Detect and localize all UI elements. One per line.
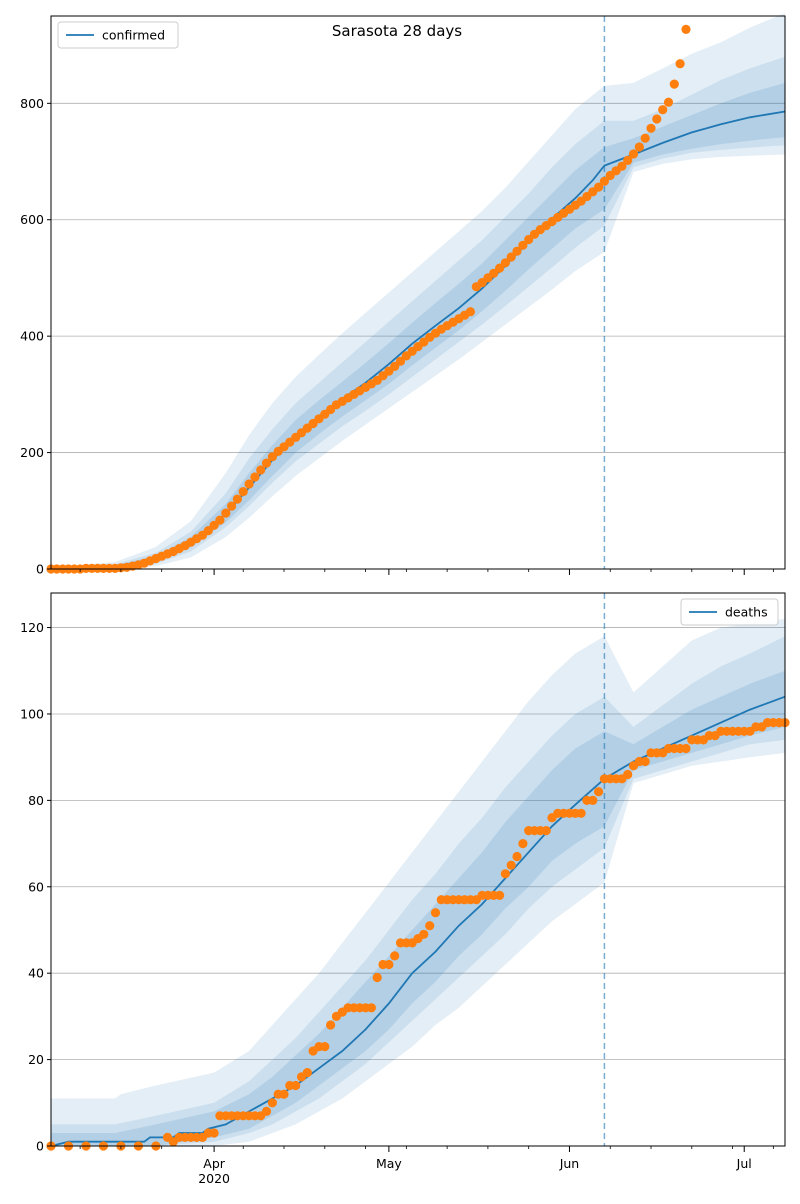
uncertainty-band-2: [51, 636, 785, 1146]
observed-point: [250, 472, 260, 482]
observed-point: [500, 258, 510, 268]
observed-point: [506, 252, 516, 262]
y-tick-label: 200: [20, 445, 44, 460]
observed-point: [238, 487, 248, 497]
observed-point: [326, 1020, 336, 1030]
observed-point: [261, 1106, 272, 1116]
observed-point: [512, 246, 522, 256]
uncertainty-band-3: [51, 82, 785, 570]
confirmed-panel: 0 200 400 600 800 confirmed: [20, 13, 786, 577]
observed-point: [489, 268, 499, 278]
observed-point: [390, 951, 400, 961]
y-tick-label: 100: [20, 706, 44, 721]
legend: confirmed: [57, 21, 179, 49]
observed-point: [227, 501, 237, 511]
y-tick-label: 40: [28, 966, 44, 981]
legend-label: deaths: [725, 605, 768, 620]
observed-point: [663, 97, 674, 107]
y-tick-label: 400: [20, 329, 44, 344]
axes-frame: [50, 15, 786, 570]
uncertainty-band-1: [51, 618, 785, 1146]
observed-point: [372, 972, 382, 983]
observed-point: [518, 240, 528, 250]
observed-point: [623, 769, 633, 780]
observed-point: [209, 1128, 219, 1138]
observed-point: [518, 839, 528, 849]
y-tick-label: 120: [20, 620, 44, 635]
observed-point: [430, 908, 441, 918]
observed-point: [244, 479, 254, 489]
y-tick-label: 60: [28, 879, 44, 894]
y-tick-label: 600: [20, 212, 44, 227]
observed-point: [599, 176, 610, 186]
chart-title: Sarasota 28 days: [332, 22, 462, 40]
observed-point: [594, 182, 604, 192]
observed-point: [267, 1098, 277, 1108]
uncertainty-band-1: [51, 13, 785, 570]
observed-point: [495, 890, 505, 901]
x-tick-label: May: [376, 1156, 402, 1171]
observed-point: [425, 921, 435, 931]
observed-point: [302, 1068, 312, 1078]
observed-point: [681, 24, 691, 34]
observed-point: [261, 458, 272, 468]
x-tick-label: Jul: [736, 1156, 752, 1171]
y-tick-label: 80: [28, 793, 44, 808]
observed-point: [588, 795, 598, 806]
observed-point: [617, 161, 627, 171]
observed-point: [215, 515, 225, 525]
x-tick-label: Apr: [203, 1156, 225, 1171]
observed-point: [623, 155, 633, 165]
observed-point: [658, 105, 668, 115]
observed-point: [512, 851, 522, 862]
observed-point: [675, 59, 685, 69]
legend-box: [680, 598, 779, 626]
y-tick-label: 0: [36, 562, 44, 577]
observed-point: [640, 133, 650, 143]
observed-point: [681, 743, 691, 754]
observed-point: [506, 860, 516, 870]
observed-point: [320, 1042, 330, 1052]
observed-point: [652, 114, 662, 124]
observed-point: [628, 149, 639, 159]
observed-point: [279, 1089, 289, 1099]
observed-point: [495, 263, 505, 273]
observed-point: [541, 826, 551, 836]
x-tick-year-label: 2020: [198, 1171, 230, 1186]
observed-point: [267, 452, 277, 462]
observed-point: [419, 929, 429, 939]
observed-point: [203, 526, 213, 536]
x-tick-label: Jun: [559, 1156, 580, 1171]
observed-point: [640, 756, 650, 767]
observed-point: [256, 465, 266, 475]
y-tick-label: 0: [36, 1139, 44, 1154]
observed-point: [646, 123, 656, 133]
legend-box: [57, 21, 179, 49]
observed-point: [221, 508, 231, 518]
observed-point: [669, 79, 679, 89]
axes-frame: [50, 592, 786, 1147]
observed-point: [366, 1003, 376, 1013]
y-tick-label: 800: [20, 96, 44, 111]
observed-point: [291, 1080, 301, 1091]
observed-point: [465, 307, 475, 317]
observed-point: [384, 959, 394, 970]
observed-point: [500, 869, 510, 879]
y-tick-label: 20: [28, 1052, 44, 1067]
observed-point: [634, 142, 645, 152]
legend: deaths: [680, 598, 779, 626]
observed-point: [232, 494, 242, 504]
legend-label: confirmed: [102, 28, 165, 43]
observed-point: [594, 787, 604, 797]
observed-point: [395, 356, 406, 366]
observed-point: [576, 808, 586, 818]
